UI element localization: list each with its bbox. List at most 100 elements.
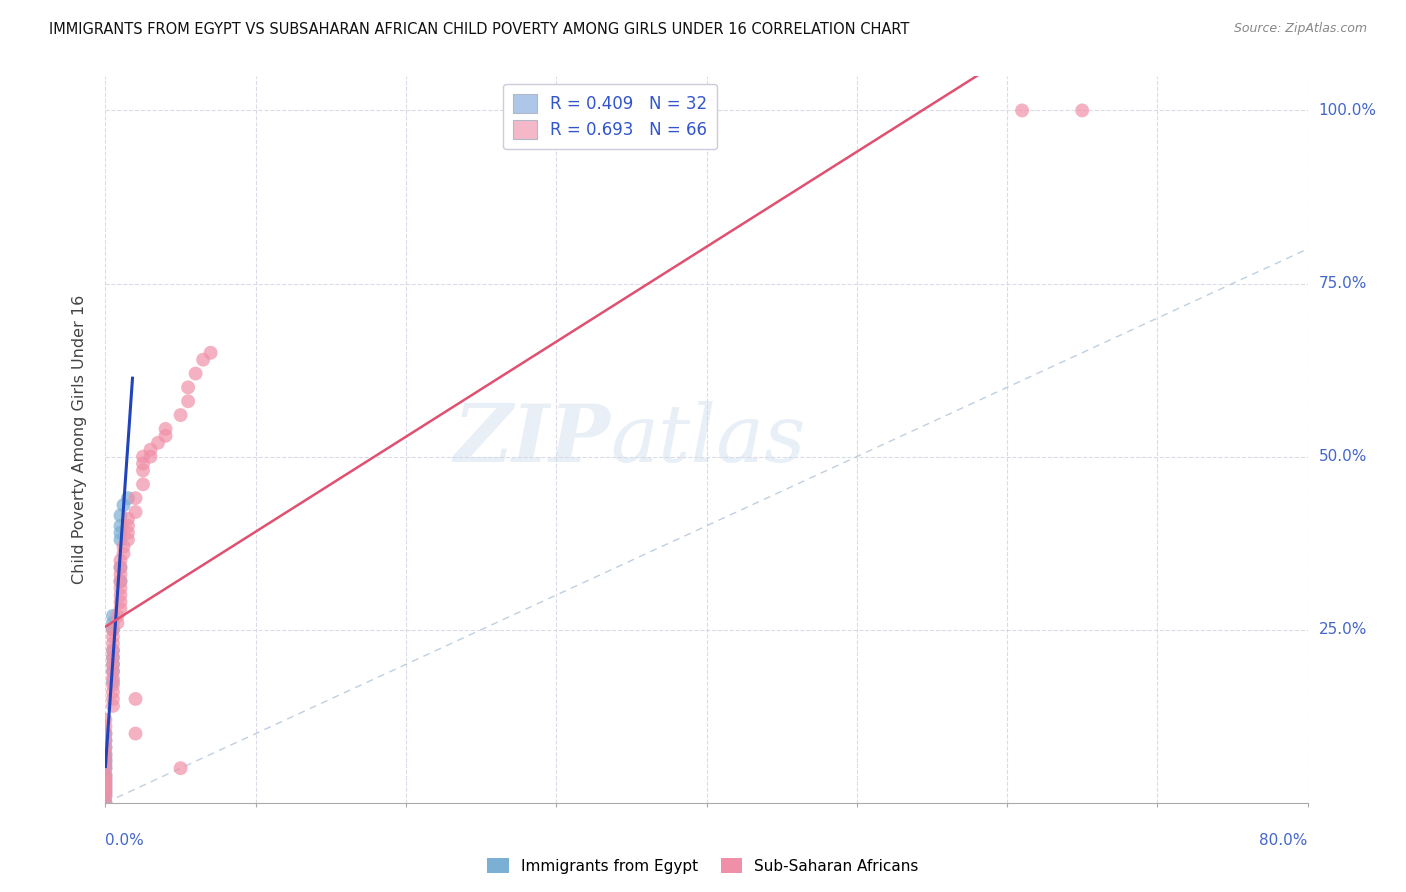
Point [139,450,162,464]
Point [94,772,117,786]
Text: 50.0%: 50.0% [1319,449,1367,464]
Point [110,588,132,602]
Point [94,733,117,747]
Text: 75.0%: 75.0% [1319,276,1367,291]
Point [94,740,117,755]
Point [110,574,132,589]
Text: IMMIGRANTS FROM EGYPT VS SUBSAHARAN AFRICAN CHILD POVERTY AMONG GIRLS UNDER 16 C: IMMIGRANTS FROM EGYPT VS SUBSAHARAN AFRI… [49,22,910,37]
Point [101,643,124,657]
Legend: Immigrants from Egypt, Sub-Saharan Africans: Immigrants from Egypt, Sub-Saharan Afric… [481,852,925,880]
Point [101,623,124,637]
Point [94,713,117,727]
Point [94,754,117,768]
Point [101,643,124,657]
Point [101,636,124,650]
Point [94,754,117,768]
Point [94,779,117,793]
Point [112,498,135,512]
Point [110,533,132,547]
Point [101,685,124,699]
Point [94,747,117,762]
Point [110,567,132,582]
Point [117,512,139,526]
Point [155,422,177,436]
Point [117,525,139,540]
Point [169,408,191,422]
Point [1011,103,1033,118]
Point [101,678,124,692]
Point [132,463,155,477]
Point [94,747,117,762]
Point [132,450,155,464]
Point [94,789,117,803]
Point [94,726,117,740]
Point [169,761,191,775]
Point [101,657,124,672]
Point [101,650,124,665]
Point [94,720,117,734]
Point [1071,103,1094,118]
Point [94,740,117,755]
Point [94,781,117,796]
Point [101,665,124,679]
Point [94,761,117,775]
Point [94,781,117,796]
Point [94,775,117,789]
Point [184,367,207,381]
Point [94,772,117,786]
Point [101,657,124,672]
Point [117,491,139,505]
Point [94,768,117,782]
Text: 0.0%: 0.0% [105,833,145,848]
Point [110,553,132,567]
Text: atlas: atlas [610,401,806,478]
Point [155,429,177,443]
Point [94,796,117,810]
Point [94,796,117,810]
Point [124,491,146,505]
Point [94,757,117,772]
Point [101,630,124,644]
Point [94,775,117,789]
Point [101,698,124,713]
Point [110,574,132,589]
Point [139,442,162,457]
Point [110,581,132,595]
Point [146,435,169,450]
Point [191,352,214,367]
Point [110,602,132,616]
Legend: R = 0.409   N = 32, R = 0.693   N = 66: R = 0.409 N = 32, R = 0.693 N = 66 [503,84,717,149]
Point [110,519,132,533]
Point [124,505,146,519]
Point [200,345,222,359]
Point [124,692,146,706]
Point [132,477,155,491]
Point [94,751,117,765]
Point [110,595,132,609]
Point [107,608,129,623]
Point [94,779,117,793]
Text: Source: ZipAtlas.com: Source: ZipAtlas.com [1233,22,1367,36]
Point [94,785,117,799]
Point [124,726,146,740]
Point [110,525,132,540]
Point [94,785,117,799]
Point [94,768,117,782]
Y-axis label: Child Poverty Among Girls Under 16: Child Poverty Among Girls Under 16 [72,294,87,584]
Point [132,457,155,471]
Text: 25.0%: 25.0% [1319,623,1367,637]
Point [107,615,129,630]
Point [117,519,139,533]
Point [101,665,124,679]
Point [94,789,117,803]
Point [94,726,117,740]
Point [177,394,200,409]
Point [101,623,124,637]
Point [110,560,132,574]
Point [112,547,135,561]
Point [101,608,124,623]
Text: 100.0%: 100.0% [1319,103,1376,118]
Point [117,533,139,547]
Point [94,761,117,775]
Point [112,540,135,554]
